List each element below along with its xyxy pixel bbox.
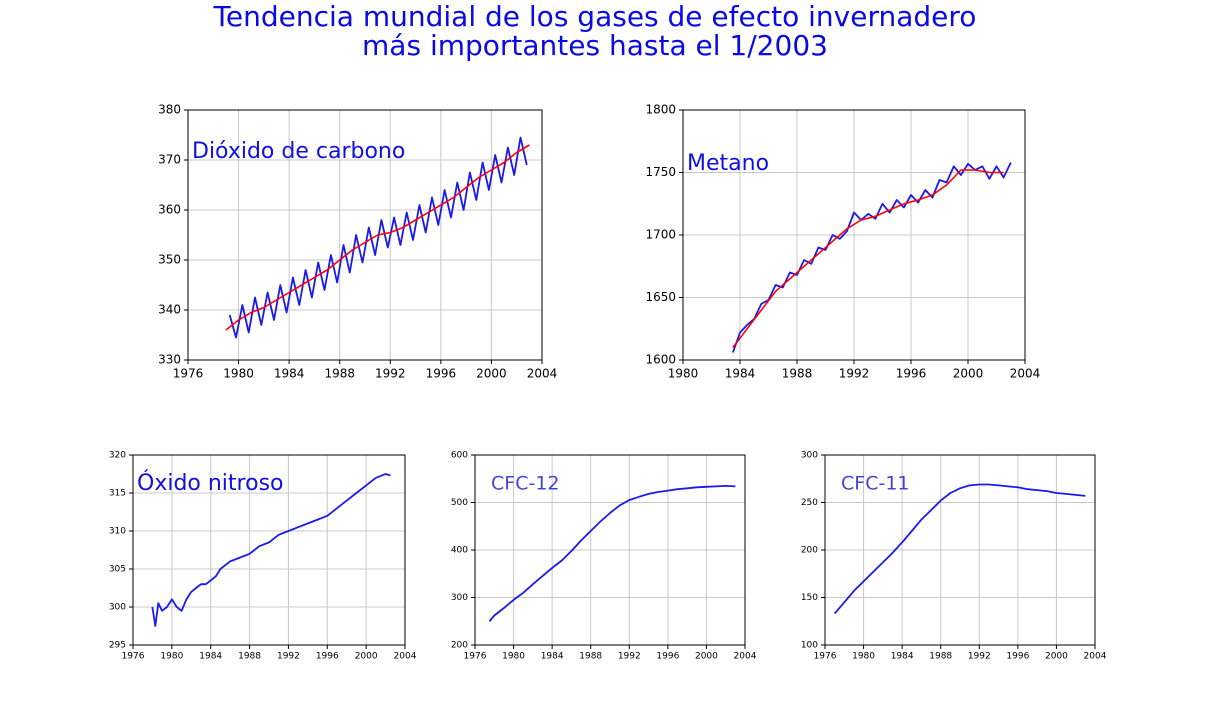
data-line xyxy=(488,485,736,622)
y-tick-label: 400 xyxy=(451,546,468,556)
chart-label: CFC-12 xyxy=(491,473,560,495)
x-tick-label: 1980 xyxy=(223,367,254,381)
x-tick-label: 1988 xyxy=(238,652,261,662)
x-tick-label: 2004 xyxy=(734,652,757,662)
x-tick-label: 1996 xyxy=(896,367,927,381)
data-line xyxy=(833,483,1086,615)
y-tick-label: 1600 xyxy=(645,353,676,367)
x-tick-label: 1988 xyxy=(579,652,602,662)
y-tick-label: 315 xyxy=(109,489,126,499)
y-tick-label: 300 xyxy=(109,603,126,613)
plot-frame xyxy=(187,109,543,361)
data-line xyxy=(228,136,528,339)
x-tick-label: 1988 xyxy=(929,652,952,662)
x-tick-label: 1996 xyxy=(1006,652,1029,662)
plot-frame xyxy=(474,454,746,646)
x-tick-label: 1976 xyxy=(122,652,145,662)
chart-label: Óxido nitroso xyxy=(137,470,284,496)
x-tick-label: 1984 xyxy=(541,652,564,662)
plot-frame xyxy=(824,454,1096,646)
x-tick-label: 2000 xyxy=(695,652,718,662)
x-tick-label: 2000 xyxy=(953,367,984,381)
y-tick-label: 100 xyxy=(801,641,818,651)
x-tick-label: 1980 xyxy=(502,652,525,662)
x-tick-label: 1988 xyxy=(782,367,813,381)
x-tick-label: 1992 xyxy=(618,652,641,662)
y-tick-label: 1650 xyxy=(645,290,676,304)
x-tick-label: 1992 xyxy=(968,652,991,662)
x-tick-label: 1992 xyxy=(277,652,300,662)
y-tick-label: 310 xyxy=(109,527,126,537)
y-tick-label: 295 xyxy=(109,641,126,651)
x-tick-label: 1980 xyxy=(668,367,699,381)
x-tick-label: 1992 xyxy=(839,367,870,381)
y-tick-label: 200 xyxy=(801,546,818,556)
data-line xyxy=(151,473,391,627)
y-tick-label: 380 xyxy=(158,103,181,117)
x-tick-label: 1976 xyxy=(464,652,487,662)
x-tick-label: 1988 xyxy=(324,367,355,381)
y-tick-label: 150 xyxy=(801,593,818,603)
y-tick-label: 360 xyxy=(158,203,181,217)
x-tick-label: 2000 xyxy=(1045,652,1068,662)
chart-panel: 295 300 305 310 315 320 1976 1980 1984 1988 1992 19… xyxy=(109,451,417,662)
plot-frame xyxy=(682,109,1026,361)
chart-panel: 1600 1650 1700 1750 1800 1980 1984 1988 1992 1996… xyxy=(645,103,1040,381)
figure-title: Tendencia mundial de los gases de efecto… xyxy=(213,0,977,33)
x-tick-label: 2000 xyxy=(355,652,378,662)
y-tick-label: 500 xyxy=(451,498,468,508)
x-tick-label: 2004 xyxy=(1010,367,1041,381)
x-tick-label: 1996 xyxy=(316,652,339,662)
chart-label: Dióxido de carbono xyxy=(192,139,405,164)
chart-panel: 100 150 200 250 300 1976 1980 1984 1988 1992 1996 2… xyxy=(801,451,1107,662)
y-tick-label: 370 xyxy=(158,153,181,167)
y-tick-label: 340 xyxy=(158,303,181,317)
x-tick-label: 1996 xyxy=(426,367,457,381)
chart-panel: 330 340 350 360 370 380 1976 1980 1984 1988 1992 19… xyxy=(158,103,557,381)
data-line xyxy=(732,169,1004,348)
y-tick-label: 600 xyxy=(451,451,468,461)
x-tick-label: 1976 xyxy=(173,367,204,381)
x-tick-label: 1980 xyxy=(160,652,183,662)
x-tick-label: 2000 xyxy=(476,367,507,381)
x-tick-label: 1984 xyxy=(199,652,222,662)
y-tick-label: 200 xyxy=(451,641,468,651)
y-tick-label: 1700 xyxy=(645,228,676,242)
y-tick-label: 305 xyxy=(109,565,126,575)
y-tick-label: 300 xyxy=(801,451,818,461)
x-tick-label: 1980 xyxy=(852,652,875,662)
chart-label: CFC-11 xyxy=(841,473,910,495)
x-tick-label: 2004 xyxy=(394,652,417,662)
y-tick-label: 350 xyxy=(158,253,181,267)
data-line xyxy=(732,162,1012,353)
x-tick-label: 1992 xyxy=(375,367,406,381)
y-tick-label: 320 xyxy=(109,451,126,461)
y-tick-label: 1750 xyxy=(645,165,676,179)
x-tick-label: 1976 xyxy=(814,652,837,662)
chart-panel: 200 300 400 500 600 1976 1980 1984 1988 1992 1996 2… xyxy=(451,451,757,662)
y-tick-label: 250 xyxy=(801,498,818,508)
y-tick-label: 1800 xyxy=(645,103,676,117)
y-tick-label: 330 xyxy=(158,353,181,367)
plot-frame xyxy=(132,454,406,646)
x-tick-label: 1984 xyxy=(274,367,305,381)
chart-label: Metano xyxy=(687,151,769,176)
x-tick-label: 2004 xyxy=(527,367,558,381)
figure-title: más importantes hasta el 1/2003 xyxy=(362,29,828,62)
y-tick-label: 300 xyxy=(451,593,468,603)
x-tick-label: 2004 xyxy=(1084,652,1107,662)
x-tick-label: 1984 xyxy=(891,652,914,662)
data-line xyxy=(225,144,530,331)
x-tick-label: 1996 xyxy=(656,652,679,662)
x-tick-label: 1984 xyxy=(725,367,756,381)
